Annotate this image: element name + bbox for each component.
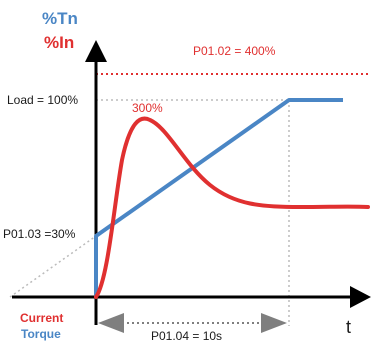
x-axis-time-label: t: [346, 317, 351, 337]
legend-current: Current: [20, 311, 63, 325]
y-axis-arrowhead: [85, 40, 107, 62]
ramp-time-arrow-right: [261, 313, 287, 333]
ramp-time-arrow-left: [98, 313, 124, 333]
ramp-time-label: P01.04 = 10s: [151, 329, 222, 343]
start-torque-label: P01.03 =30%: [3, 227, 76, 241]
load-level-label: Load = 100%: [7, 93, 78, 107]
start-torque-extension: [9, 235, 97, 298]
y-axis-torque-label: %Tn: [42, 9, 78, 28]
y-axis-current-label: %In: [44, 33, 74, 52]
x-axis-arrowhead: [350, 286, 371, 308]
current-peak-label: 300%: [132, 101, 163, 115]
current-limit-label: P01.02 = 400%: [193, 44, 276, 58]
legend-torque: Torque: [21, 327, 61, 341]
current-curve: [94, 116, 370, 299]
